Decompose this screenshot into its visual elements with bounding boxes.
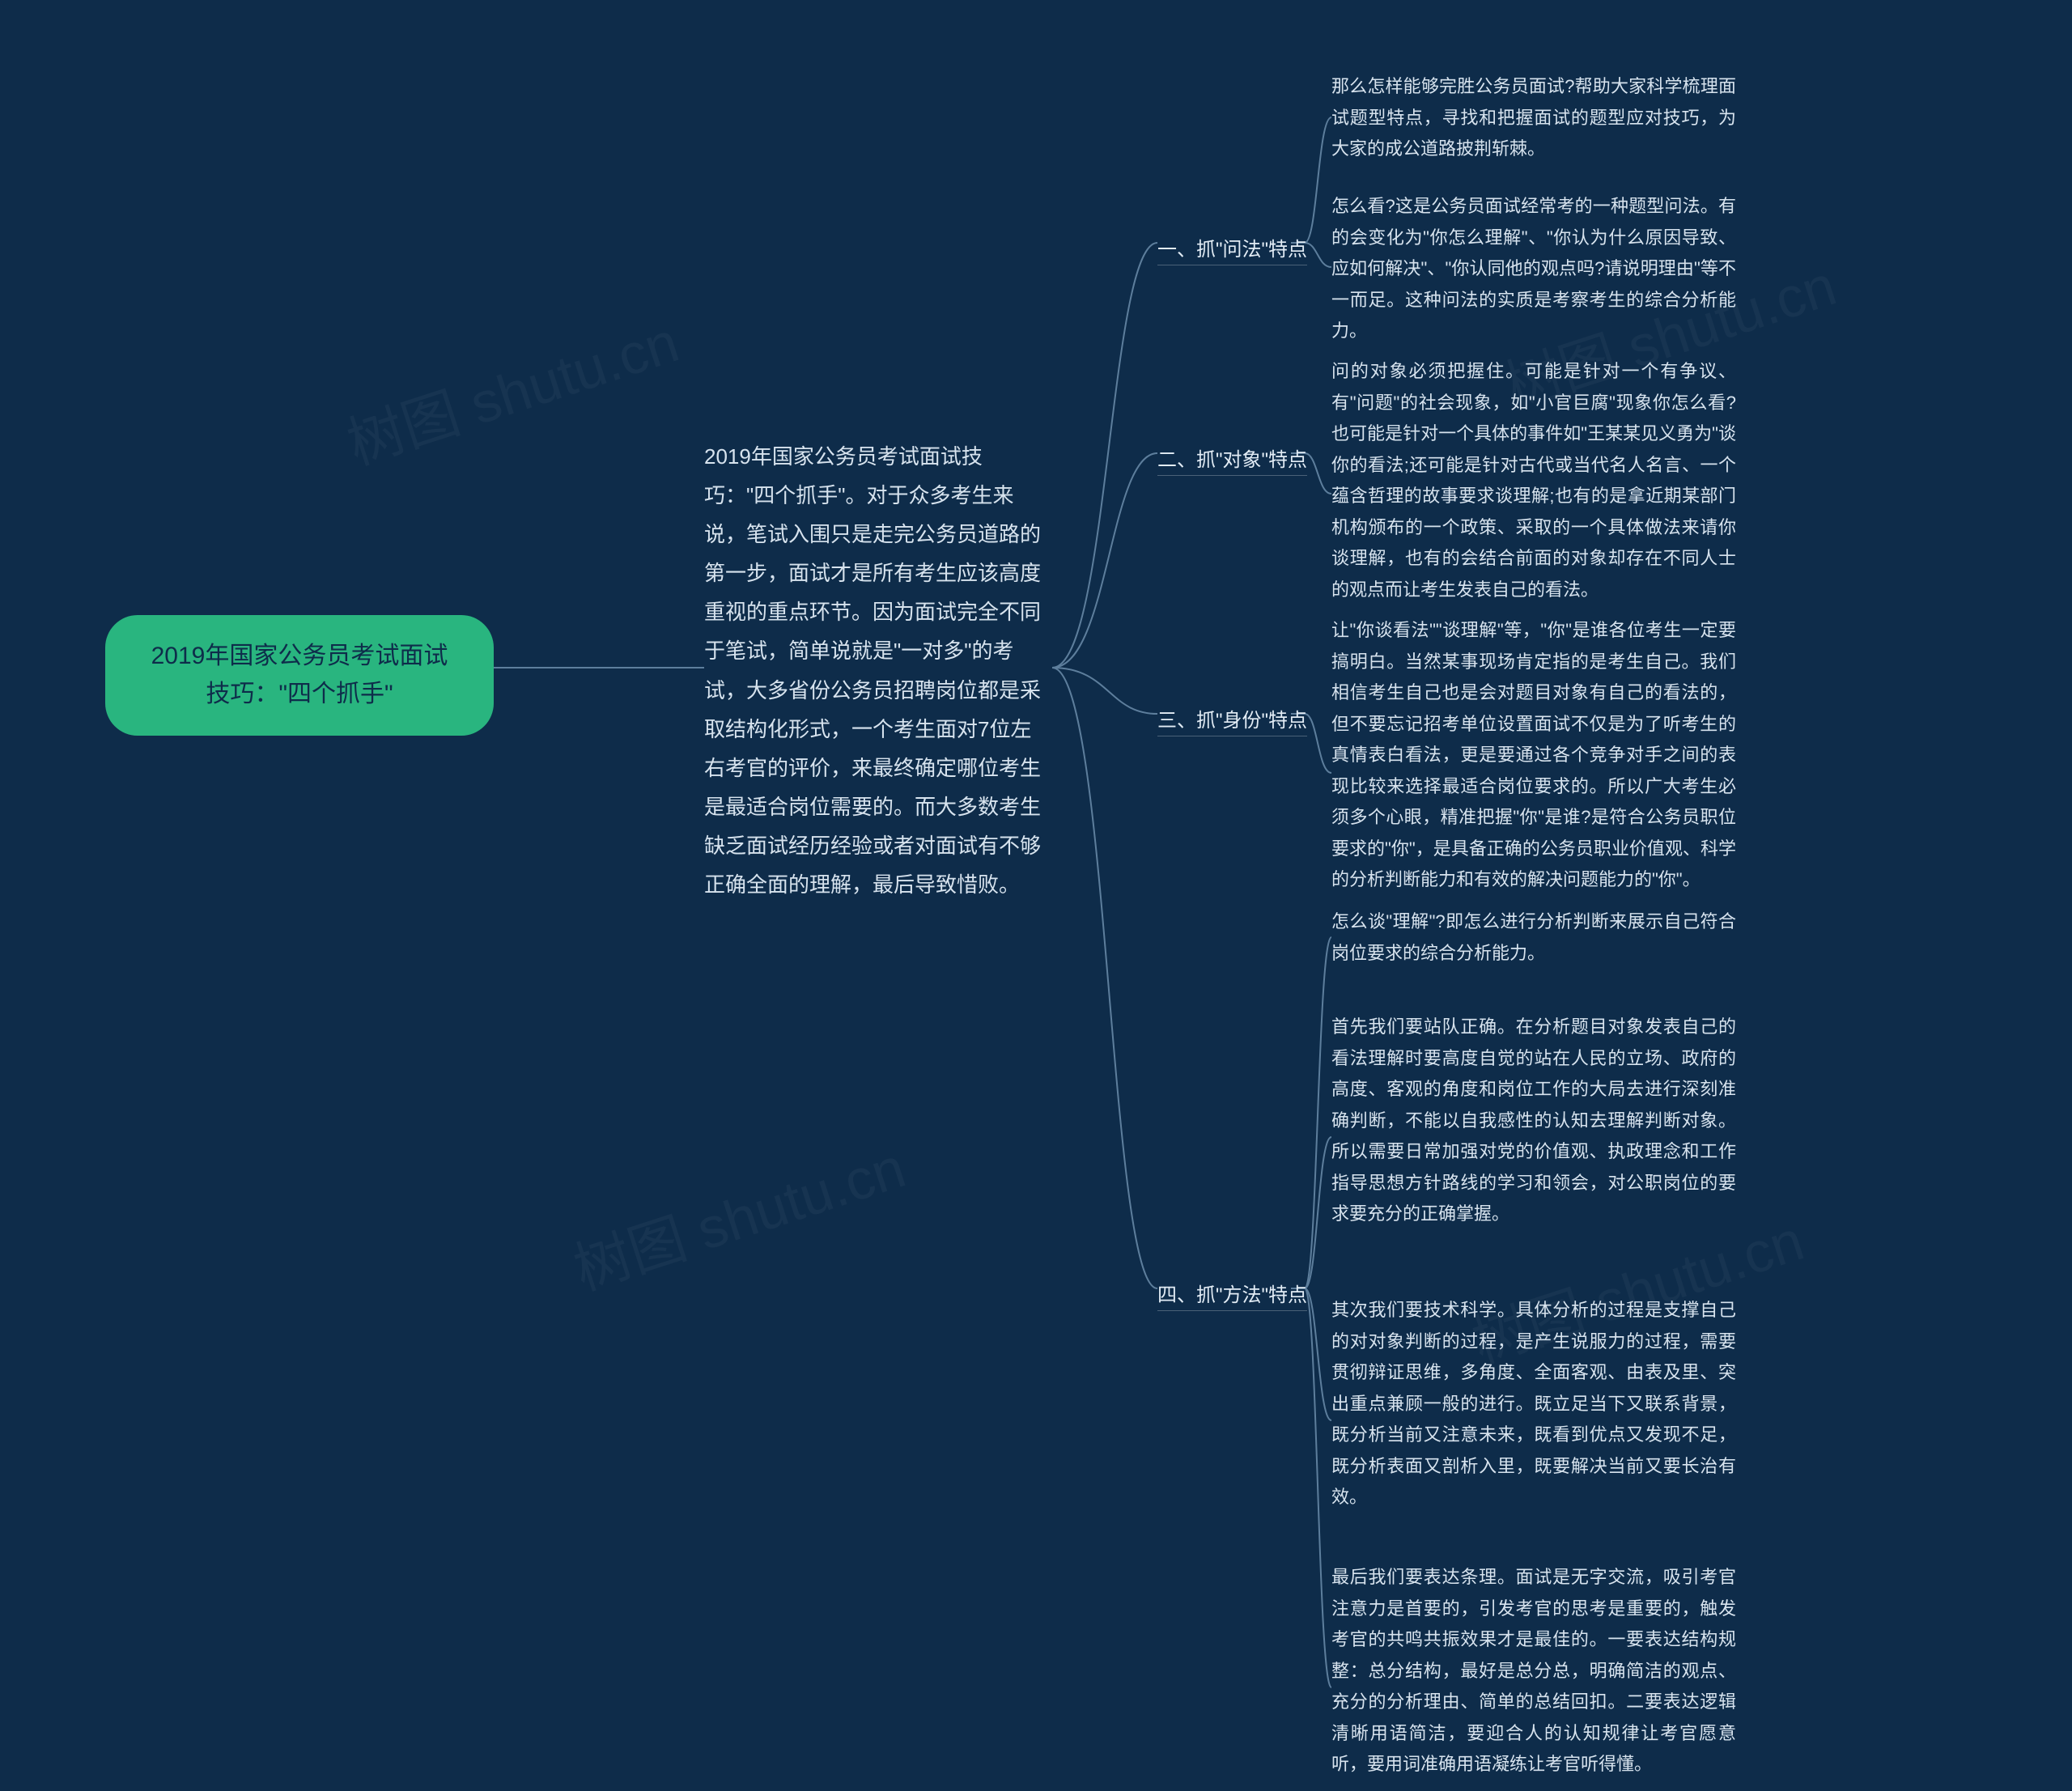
branch-4-leaf-2[interactable]: 首先我们要站队正确。在分析题目对象发表自己的看法理解时要高度自觉的站在人民的立场… — [1331, 1012, 1736, 1230]
branch-2-label[interactable]: 二、抓"对象"特点 — [1157, 444, 1307, 476]
branch-3-label[interactable]: 三、抓"身份"特点 — [1157, 704, 1307, 736]
branch-4-label[interactable]: 四、抓"方法"特点 — [1157, 1279, 1307, 1311]
branch-1-label[interactable]: 一、抓"问法"特点 — [1157, 233, 1307, 265]
watermark: 树图 shutu.cn — [563, 1123, 915, 1306]
branch-4-leaf-4[interactable]: 最后我们要表达条理。面试是无字交流，吸引考官注意力是首要的，引发考官的思考是重要… — [1331, 1562, 1736, 1780]
root-node[interactable]: 2019年国家公务员考试面试技巧："四个抓手" — [105, 615, 494, 736]
branch-2-leaf-1[interactable]: 问的对象必须把握住。可能是针对一个有争议、有"问题"的社会现象，如"小官巨腐"现… — [1331, 356, 1736, 605]
watermark: 树图 shutu.cn — [336, 297, 688, 481]
branch-4-leaf-3[interactable]: 其次我们要技术科学。具体分析的过程是支撑自己的对对象判断的过程，是产生说服力的过… — [1331, 1295, 1736, 1513]
mindmap-canvas: 树图 shutu.cn 树图 shutu.cn 树图 shutu.cn 树图 s… — [0, 0, 2072, 1791]
branch-1-leaf-1[interactable]: 那么怎样能够完胜公务员面试?帮助大家科学梳理面试题型特点，寻找和把握面试的题型应… — [1331, 71, 1736, 165]
intro-node[interactable]: 2019年国家公务员考试面试技巧："四个抓手"。对于众多考生来说，笔试入围只是走… — [704, 437, 1052, 904]
branch-3-leaf-1[interactable]: 让"你谈看法""谈理解"等，"你"是谁各位考生一定要搞明白。当然某事现场肯定指的… — [1331, 615, 1736, 896]
branch-4-leaf-1[interactable]: 怎么谈"理解"?即怎么进行分析判断来展示自己符合岗位要求的综合分析能力。 — [1331, 906, 1736, 969]
branch-1-leaf-2[interactable]: 怎么看?这是公务员面试经常考的一种题型问法。有的会变化为"你怎么理解"、"你认为… — [1331, 191, 1736, 347]
